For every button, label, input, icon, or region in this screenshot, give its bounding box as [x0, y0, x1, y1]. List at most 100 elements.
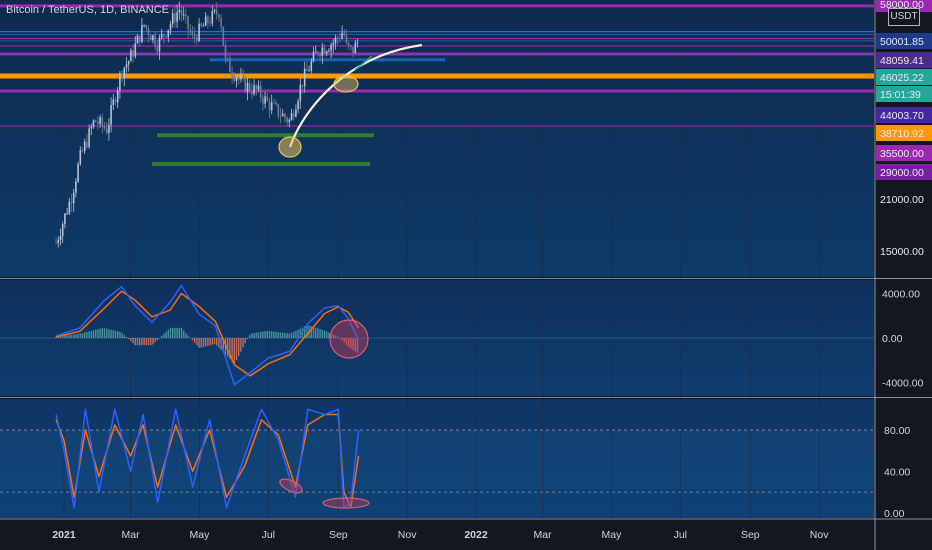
candle-body	[68, 201, 71, 214]
macd-histogram-bar	[244, 338, 246, 344]
time-axis-label: May	[190, 529, 211, 541]
macd-histogram-bar	[356, 338, 359, 354]
macd-histogram-bar	[147, 338, 150, 346]
macd-histogram-bar	[215, 338, 218, 346]
time-axis-label: 2021	[52, 529, 76, 541]
macd-histogram-bar	[345, 338, 348, 345]
macd-histogram-bar	[213, 338, 216, 345]
price-label-bg	[876, 125, 932, 141]
candle-body	[323, 47, 326, 54]
macd-histogram-bar	[303, 326, 306, 338]
candle-body	[345, 35, 348, 43]
macd-histogram-bar	[330, 333, 332, 338]
time-axis-label: Sep	[329, 529, 348, 541]
macd-histogram-bar	[246, 338, 249, 339]
candle-body	[352, 47, 354, 54]
macd-histogram-bar	[310, 326, 312, 338]
candle-body	[330, 44, 332, 51]
macd-histogram-bar	[286, 333, 288, 338]
macd-histogram-bar	[121, 332, 123, 338]
macd-histogram-bar	[171, 327, 174, 338]
macd-histogram-bar	[352, 338, 354, 351]
stoch-highlight-ellipse	[322, 497, 370, 509]
macd-histogram-bar	[248, 334, 251, 338]
macd-histogram-bar	[165, 331, 167, 338]
macd-histogram-bar	[262, 331, 264, 338]
macd-histogram-bar	[209, 338, 211, 346]
macd-histogram-bar	[130, 338, 132, 342]
candle-body	[81, 150, 84, 152]
candle-body	[343, 32, 346, 36]
macd-histogram-bar	[325, 331, 328, 338]
macd-histogram-bar	[178, 327, 180, 338]
macd-histogram-bar	[105, 328, 108, 338]
time-axis-label: Sep	[741, 529, 760, 541]
macd-histogram-bar	[259, 331, 262, 338]
price-label-bg	[876, 164, 932, 180]
stoch-axis-label: 40.00	[884, 466, 910, 478]
candle-body	[127, 61, 130, 65]
macd-histogram-bar	[253, 333, 255, 338]
macd-histogram-bar	[297, 329, 299, 338]
candle-body	[77, 163, 79, 182]
macd-histogram-bar	[59, 336, 62, 338]
macd-histogram-bar	[312, 326, 315, 338]
macd-histogram-bar	[222, 338, 224, 353]
chart-title: Bitcoin / TetherUS, 1D, BINANCE	[6, 4, 170, 16]
macd-histogram-bar	[110, 329, 112, 338]
candle-body	[310, 61, 313, 71]
candle-body	[86, 141, 88, 147]
candle-body	[134, 43, 137, 57]
macd-histogram-bar	[339, 338, 341, 339]
candle-body	[72, 192, 75, 204]
candle-body	[163, 34, 165, 37]
macd-histogram-bar	[143, 338, 145, 346]
macd-histogram-bar	[240, 338, 242, 352]
candle-body	[259, 85, 262, 98]
candle-body	[336, 37, 339, 39]
candle-body	[303, 68, 306, 87]
price-label: 44003.70	[880, 110, 924, 122]
support-zone	[157, 133, 374, 138]
macd-histogram-bar	[332, 334, 334, 338]
candle-body	[101, 117, 104, 126]
candle-body	[246, 82, 249, 92]
macd-histogram-bar	[235, 338, 238, 361]
macd-histogram-bar	[136, 338, 139, 346]
candle-body	[257, 85, 260, 90]
macd-histogram-bar	[119, 331, 121, 338]
stoch-k-line	[55, 408, 360, 509]
time-axis-label: May	[602, 529, 623, 541]
candle-body	[224, 45, 227, 59]
candle-body	[160, 34, 163, 38]
macd-histogram-bar	[275, 331, 277, 338]
macd-histogram-bar	[266, 330, 268, 338]
time-axis-label: Mar	[122, 529, 141, 541]
candle-body	[130, 50, 132, 62]
candle-body	[61, 224, 64, 237]
candle-body	[125, 64, 128, 68]
candle-body	[198, 23, 200, 41]
macd-histogram-bar	[255, 332, 257, 338]
macd-histogram-bar	[202, 338, 205, 348]
macd-histogram-bar	[226, 338, 229, 357]
price-label-bg	[876, 33, 932, 49]
currency-button[interactable]: USDT	[888, 8, 920, 26]
candle-body	[275, 102, 277, 105]
macd-histogram-bar	[343, 338, 345, 343]
range-band	[210, 58, 445, 62]
candle-body	[277, 104, 280, 116]
macd-histogram-bar	[207, 338, 209, 346]
macd-histogram-bar	[114, 330, 117, 338]
candle-body	[119, 73, 121, 91]
candle-body	[213, 10, 216, 12]
candle-body	[110, 105, 112, 125]
macd-histogram-bar	[94, 329, 97, 338]
macd-histogram-bar	[83, 332, 86, 338]
candle-body	[339, 38, 341, 40]
price-label: 48059.41	[880, 55, 924, 67]
candle-body	[319, 54, 321, 56]
macd-histogram-bar	[68, 334, 70, 338]
macd-histogram-bar	[334, 335, 337, 338]
